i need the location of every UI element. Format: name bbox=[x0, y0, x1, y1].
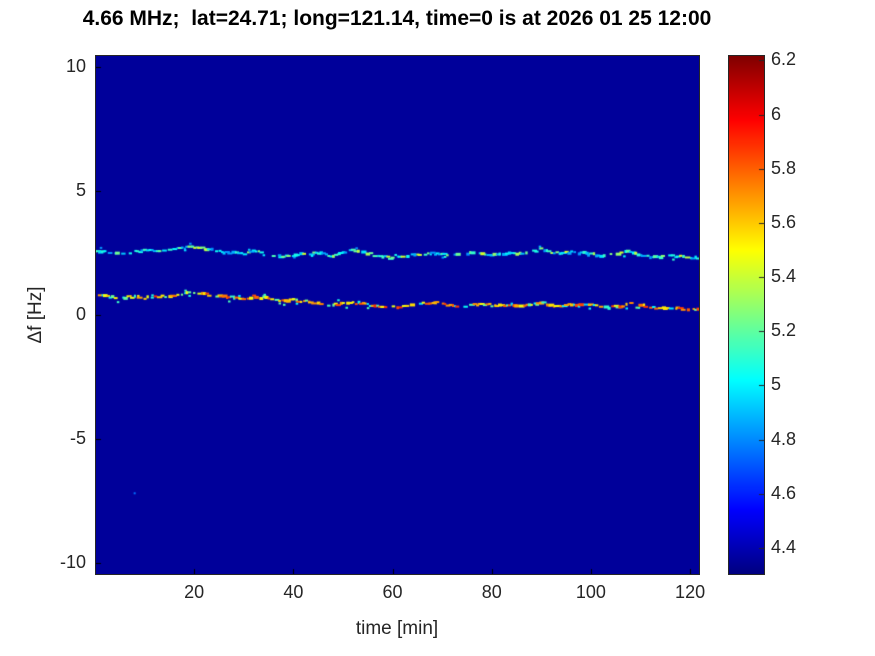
x-tick-label: 120 bbox=[675, 582, 706, 602]
x-tick-label: 80 bbox=[481, 582, 502, 602]
colorbar-tick-label: 5 bbox=[771, 374, 782, 395]
x-axis-label: time [min] bbox=[355, 618, 439, 639]
x-tick-label: 20 bbox=[184, 582, 205, 602]
y-tick-label: 5 bbox=[75, 180, 86, 201]
chart-title: 4.66 MHz; lat=24.71; long=121.14, time=0… bbox=[82, 7, 712, 30]
y-tick-label: -10 bbox=[59, 551, 86, 572]
x-tick-label: 100 bbox=[575, 582, 606, 602]
y-tick-label: 10 bbox=[65, 56, 86, 77]
colorbar-tick-label: 5.2 bbox=[771, 320, 797, 341]
colorbar-tick-label: 5.4 bbox=[771, 266, 797, 287]
colorbar-tick-label: 5.8 bbox=[771, 157, 797, 178]
y-tick-label: 0 bbox=[75, 304, 86, 324]
y-tick-label: -5 bbox=[69, 427, 86, 448]
colorbar-tick-label: 4.4 bbox=[771, 536, 797, 557]
x-tick-label: 60 bbox=[382, 582, 403, 602]
colorbar-tick-label: 4.6 bbox=[771, 482, 797, 503]
colorbar bbox=[728, 55, 765, 575]
colorbar-tick-label: 6.2 bbox=[771, 49, 797, 70]
heatmap-plot bbox=[95, 55, 700, 575]
colorbar-tick-label: 4.8 bbox=[771, 428, 797, 449]
colorbar-tick-label: 5.6 bbox=[771, 211, 797, 232]
colorbar-tick-label: 6 bbox=[771, 103, 782, 124]
x-tick-label: 40 bbox=[283, 582, 304, 602]
